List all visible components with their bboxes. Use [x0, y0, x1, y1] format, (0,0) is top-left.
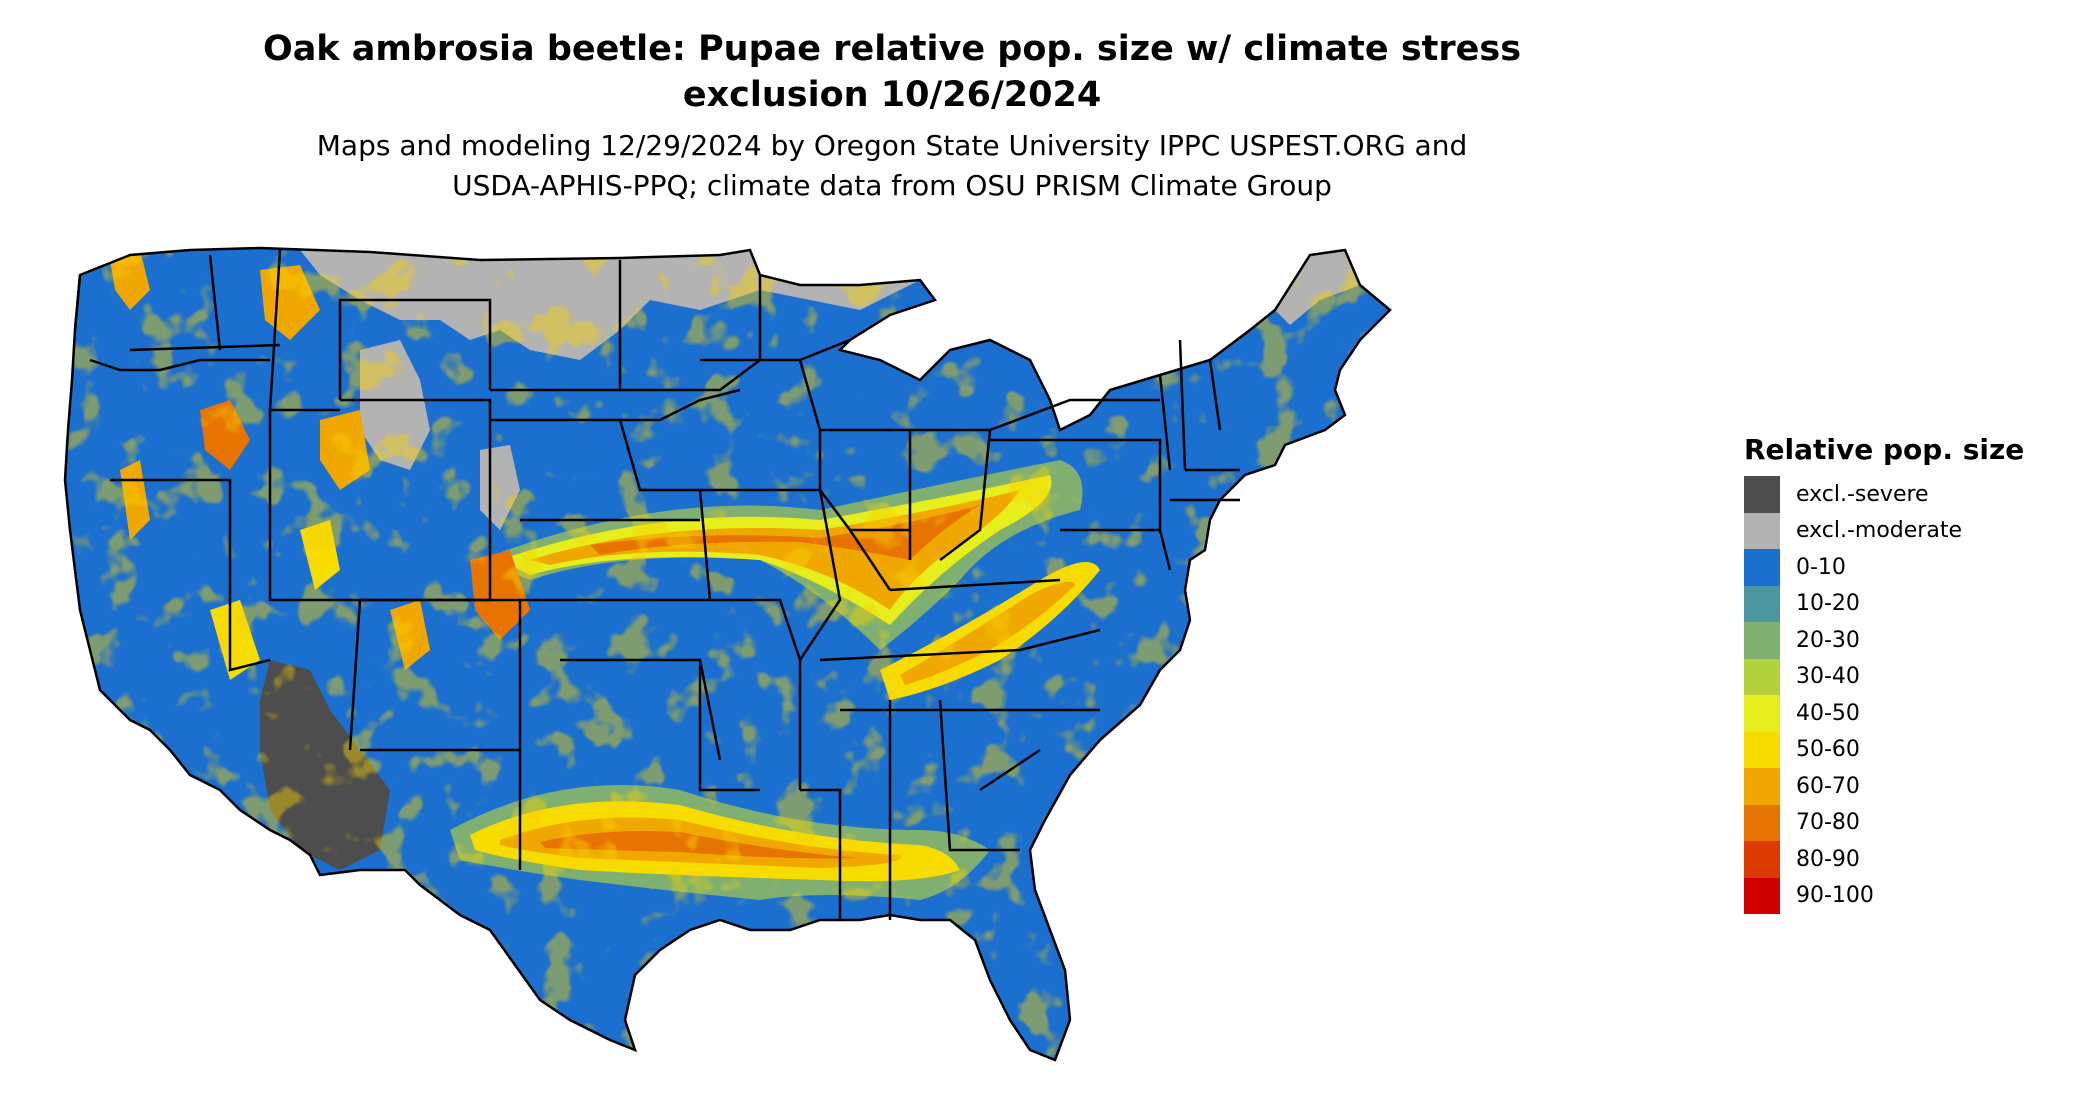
legend-item: 30-40	[1744, 658, 2084, 695]
legend-swatch	[1744, 877, 1780, 914]
legend-swatch	[1744, 658, 1780, 695]
legend-swatch	[1744, 585, 1780, 622]
legend-label: 50-60	[1796, 737, 1860, 763]
legend-label: 80-90	[1796, 846, 1860, 872]
legend-item: 10-20	[1744, 585, 2084, 622]
map-subtitle-line2: USDA-APHIS-PPQ; climate data from OSU PR…	[452, 169, 1332, 202]
legend-item: 70-80	[1744, 804, 2084, 841]
legend-item: 90-100	[1744, 877, 2084, 914]
legend-swatch	[1744, 512, 1780, 549]
us-map-svg	[63, 246, 1392, 1062]
legend-swatch	[1744, 549, 1780, 586]
legend-swatch	[1744, 804, 1780, 841]
map-title: Oak ambrosia beetle: Pupae relative pop.…	[0, 26, 1784, 118]
legend-swatch	[1744, 622, 1780, 659]
legend-swatch	[1744, 731, 1780, 768]
map-title-line2: exclusion 10/26/2024	[682, 75, 1102, 115]
legend-swatch	[1744, 768, 1780, 805]
legend-swatch	[1744, 695, 1780, 732]
map-subtitle: Maps and modeling 12/29/2024 by Oregon S…	[0, 126, 1784, 206]
legend-label: excl.-severe	[1796, 481, 1929, 507]
legend-label: 30-40	[1796, 664, 1860, 690]
us-map	[60, 230, 1720, 1110]
legend-label: 60-70	[1796, 773, 1860, 799]
legend-item: 40-50	[1744, 695, 2084, 732]
legend-item: 80-90	[1744, 841, 2084, 878]
legend-item: 20-30	[1744, 622, 2084, 659]
legend-label: 40-50	[1796, 700, 1860, 726]
legend-swatch	[1744, 476, 1780, 513]
legend-label: 90-100	[1796, 883, 1874, 909]
legend-label: 70-80	[1796, 810, 1860, 836]
legend-item: 50-60	[1744, 731, 2084, 768]
legend-item: excl.-moderate	[1744, 512, 2084, 549]
texture-overlay	[65, 248, 1390, 1060]
legend-label: 0-10	[1796, 554, 1846, 580]
map-subtitle-line1: Maps and modeling 12/29/2024 by Oregon S…	[316, 129, 1468, 162]
legend-item: excl.-severe	[1744, 476, 2084, 513]
legend-items: excl.-severe excl.-moderate 0-10 10-20 2…	[1744, 476, 2084, 914]
state-borders	[63, 246, 1392, 1062]
legend-item: 60-70	[1744, 768, 2084, 805]
legend-label: excl.-moderate	[1796, 518, 1962, 544]
legend-item: 0-10	[1744, 549, 2084, 586]
legend-label: 20-30	[1796, 627, 1860, 653]
map-title-line1: Oak ambrosia beetle: Pupae relative pop.…	[262, 29, 1522, 69]
legend: Relative pop. size excl.-severe excl.-mo…	[1744, 432, 2084, 914]
legend-label: 10-20	[1796, 591, 1860, 617]
legend-title: Relative pop. size	[1744, 433, 2025, 466]
legend-swatch	[1744, 841, 1780, 878]
